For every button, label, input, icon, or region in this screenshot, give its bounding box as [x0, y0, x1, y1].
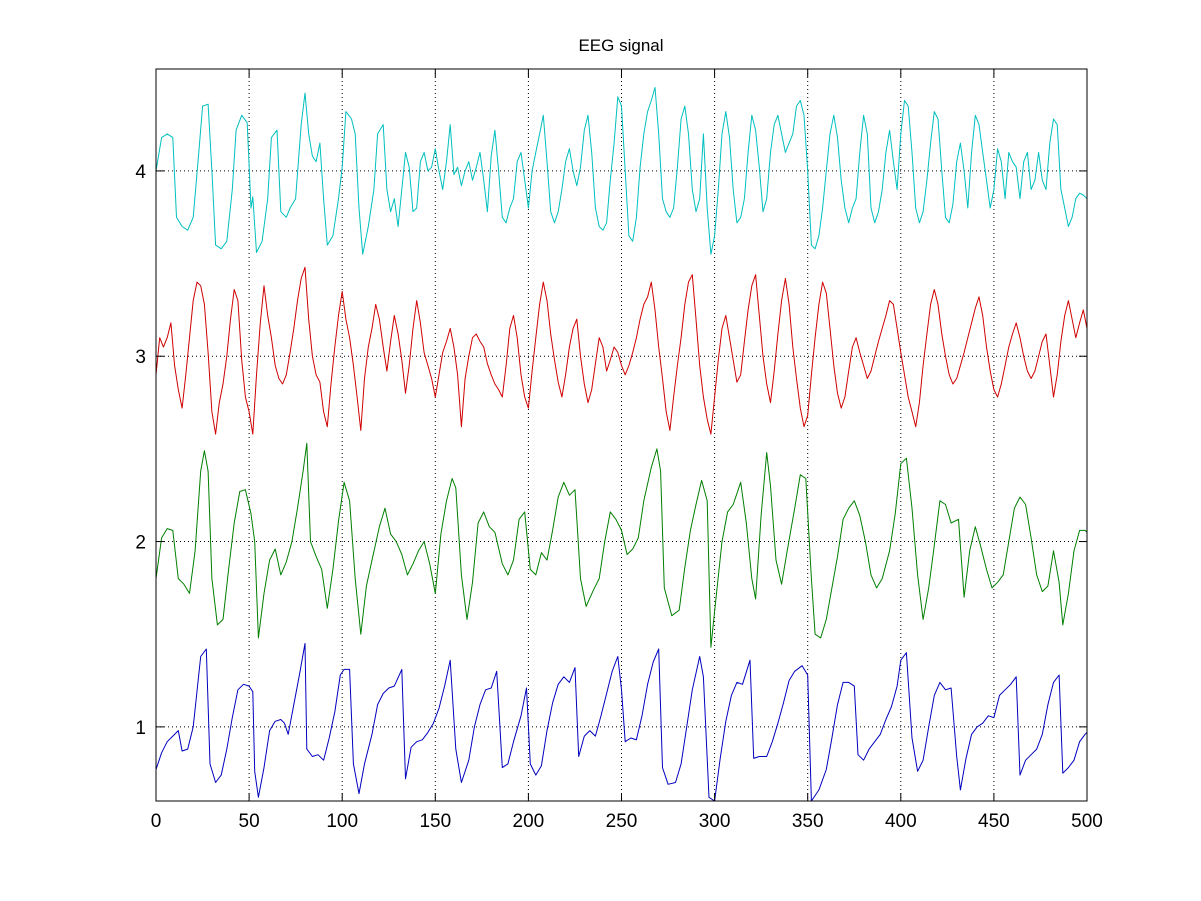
y-tick-label: 4 [135, 162, 146, 183]
x-tick-label: 350 [792, 811, 824, 832]
x-tick-label: 250 [606, 811, 638, 832]
x-tick-label: 450 [978, 811, 1010, 832]
x-tick-label: 100 [326, 811, 358, 832]
series-line-3 [155, 266, 1088, 435]
chart-title: EEG signal [578, 36, 663, 55]
y-axis-tick-labels: 1 2 3 4 [135, 162, 146, 739]
x-tick-label: 300 [699, 811, 731, 832]
y-tick-label: 3 [135, 347, 146, 368]
x-tick-label: 400 [885, 811, 917, 832]
x-axis-tick-labels: 0 50 100 150 200 250 300 350 400 450 500 [151, 811, 1103, 832]
x-tick-label: 0 [151, 811, 162, 832]
series-layer [155, 87, 1088, 802]
x-tick-label: 150 [419, 811, 451, 832]
axis-ticks [155, 69, 1088, 801]
x-tick-label: 50 [239, 811, 260, 832]
y-tick-label: 1 [135, 718, 146, 739]
x-tick-label: 500 [1071, 811, 1103, 832]
x-tick-label: 200 [513, 811, 545, 832]
series-line-4 [155, 87, 1088, 255]
series-line-1 [155, 643, 1088, 802]
series-line-2 [155, 442, 1088, 648]
y-tick-label: 2 [135, 533, 146, 554]
